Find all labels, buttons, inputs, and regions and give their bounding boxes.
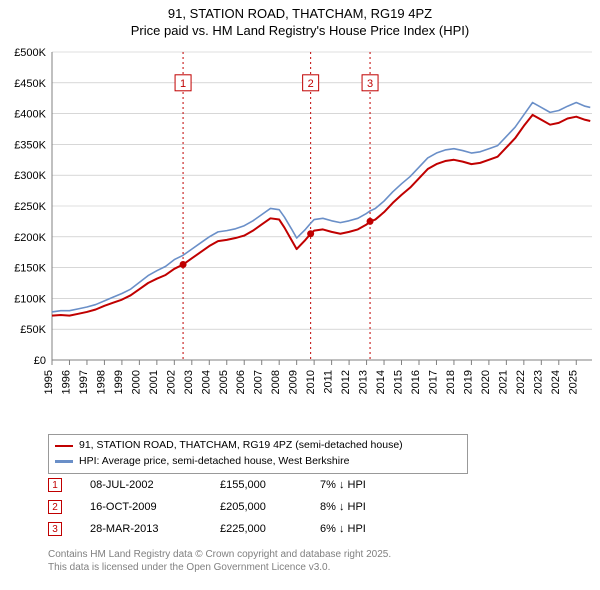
svg-text:2016: 2016: [410, 370, 422, 394]
svg-text:£100K: £100K: [14, 293, 46, 305]
svg-text:1997: 1997: [78, 370, 90, 394]
table-row: 3 28-MAR-2013 £225,000 6% ↓ HPI: [48, 518, 430, 540]
svg-text:2021: 2021: [497, 370, 509, 394]
svg-text:£200K: £200K: [14, 232, 46, 244]
svg-text:2022: 2022: [515, 370, 527, 394]
legend-swatch-series1: [55, 445, 73, 448]
svg-text:£250K: £250K: [14, 201, 46, 213]
legend-box: 91, STATION ROAD, THATCHAM, RG19 4PZ (se…: [48, 434, 468, 474]
svg-text:2025: 2025: [567, 370, 579, 394]
title-block: 91, STATION ROAD, THATCHAM, RG19 4PZ Pri…: [0, 0, 600, 40]
svg-text:2015: 2015: [393, 370, 405, 394]
line-chart-svg: £0 £50K £100K £150K £200K £250K £300K £350K £400…: [4, 44, 596, 428]
svg-text:1995: 1995: [43, 370, 55, 394]
table-row: 1 08-JUL-2002 £155,000 7% ↓ HPI: [48, 474, 430, 496]
svg-text:2004: 2004: [200, 370, 212, 394]
transaction-price: £155,000: [220, 479, 320, 491]
transaction-diff: 8% ↓ HPI: [320, 501, 430, 513]
svg-text:£500K: £500K: [14, 47, 46, 59]
svg-text:2019: 2019: [462, 370, 474, 394]
svg-text:2006: 2006: [235, 370, 247, 394]
title-subtitle: Price paid vs. HM Land Registry's House …: [0, 23, 600, 40]
svg-text:2009: 2009: [288, 370, 300, 394]
svg-text:2000: 2000: [130, 370, 142, 394]
legend-row: HPI: Average price, semi-detached house,…: [55, 454, 461, 470]
transaction-date: 16-OCT-2009: [90, 501, 220, 513]
svg-text:£300K: £300K: [14, 170, 46, 182]
svg-text:2007: 2007: [253, 370, 265, 394]
svg-text:2020: 2020: [480, 370, 492, 394]
table-row: 2 16-OCT-2009 £205,000 8% ↓ HPI: [48, 496, 430, 518]
svg-text:2010: 2010: [305, 370, 317, 394]
svg-text:£450K: £450K: [14, 78, 46, 90]
transaction-diff: 6% ↓ HPI: [320, 523, 430, 535]
marker-badge: 2: [48, 500, 62, 514]
footer-line2: This data is licensed under the Open Gov…: [48, 561, 391, 574]
svg-text:2: 2: [308, 78, 314, 90]
legend-label-series1: 91, STATION ROAD, THATCHAM, RG19 4PZ (se…: [79, 438, 403, 454]
transaction-diff: 7% ↓ HPI: [320, 479, 430, 491]
legend-row: 91, STATION ROAD, THATCHAM, RG19 4PZ (se…: [55, 438, 461, 454]
svg-text:£400K: £400K: [14, 109, 46, 121]
title-address: 91, STATION ROAD, THATCHAM, RG19 4PZ: [0, 6, 600, 23]
footer-attribution: Contains HM Land Registry data © Crown c…: [48, 548, 391, 574]
svg-text:1998: 1998: [95, 370, 107, 394]
svg-text:2024: 2024: [550, 370, 562, 394]
transaction-date: 08-JUL-2002: [90, 479, 220, 491]
transaction-date: 28-MAR-2013: [90, 523, 220, 535]
svg-text:2014: 2014: [375, 370, 387, 394]
svg-text:£0: £0: [34, 355, 46, 367]
svg-text:£350K: £350K: [14, 139, 46, 151]
svg-text:1: 1: [180, 78, 186, 90]
svg-text:£150K: £150K: [14, 263, 46, 275]
legend-label-series2: HPI: Average price, semi-detached house,…: [79, 454, 349, 470]
svg-text:2002: 2002: [165, 370, 177, 394]
marker-badge: 1: [48, 478, 62, 492]
svg-text:1999: 1999: [113, 370, 125, 394]
svg-text:2018: 2018: [445, 370, 457, 394]
svg-text:2023: 2023: [532, 370, 544, 394]
chart-container: 91, STATION ROAD, THATCHAM, RG19 4PZ Pri…: [0, 0, 600, 590]
svg-text:2011: 2011: [323, 370, 335, 394]
svg-text:2012: 2012: [340, 370, 352, 394]
marker-badge: 3: [48, 522, 62, 536]
transaction-price: £205,000: [220, 501, 320, 513]
transaction-table: 1 08-JUL-2002 £155,000 7% ↓ HPI 2 16-OCT…: [48, 474, 430, 540]
svg-text:2017: 2017: [427, 370, 439, 394]
footer-line1: Contains HM Land Registry data © Crown c…: [48, 548, 391, 561]
chart-area: £0 £50K £100K £150K £200K £250K £300K £350K £400…: [4, 44, 596, 428]
svg-text:2008: 2008: [270, 370, 282, 394]
transaction-price: £225,000: [220, 523, 320, 535]
svg-text:2013: 2013: [358, 370, 370, 394]
svg-text:3: 3: [367, 78, 373, 90]
svg-text:2001: 2001: [148, 370, 160, 394]
svg-text:2005: 2005: [218, 370, 230, 394]
legend-swatch-series2: [55, 460, 73, 463]
svg-text:1996: 1996: [60, 370, 72, 394]
svg-text:£50K: £50K: [20, 324, 46, 336]
svg-text:2003: 2003: [183, 370, 195, 394]
